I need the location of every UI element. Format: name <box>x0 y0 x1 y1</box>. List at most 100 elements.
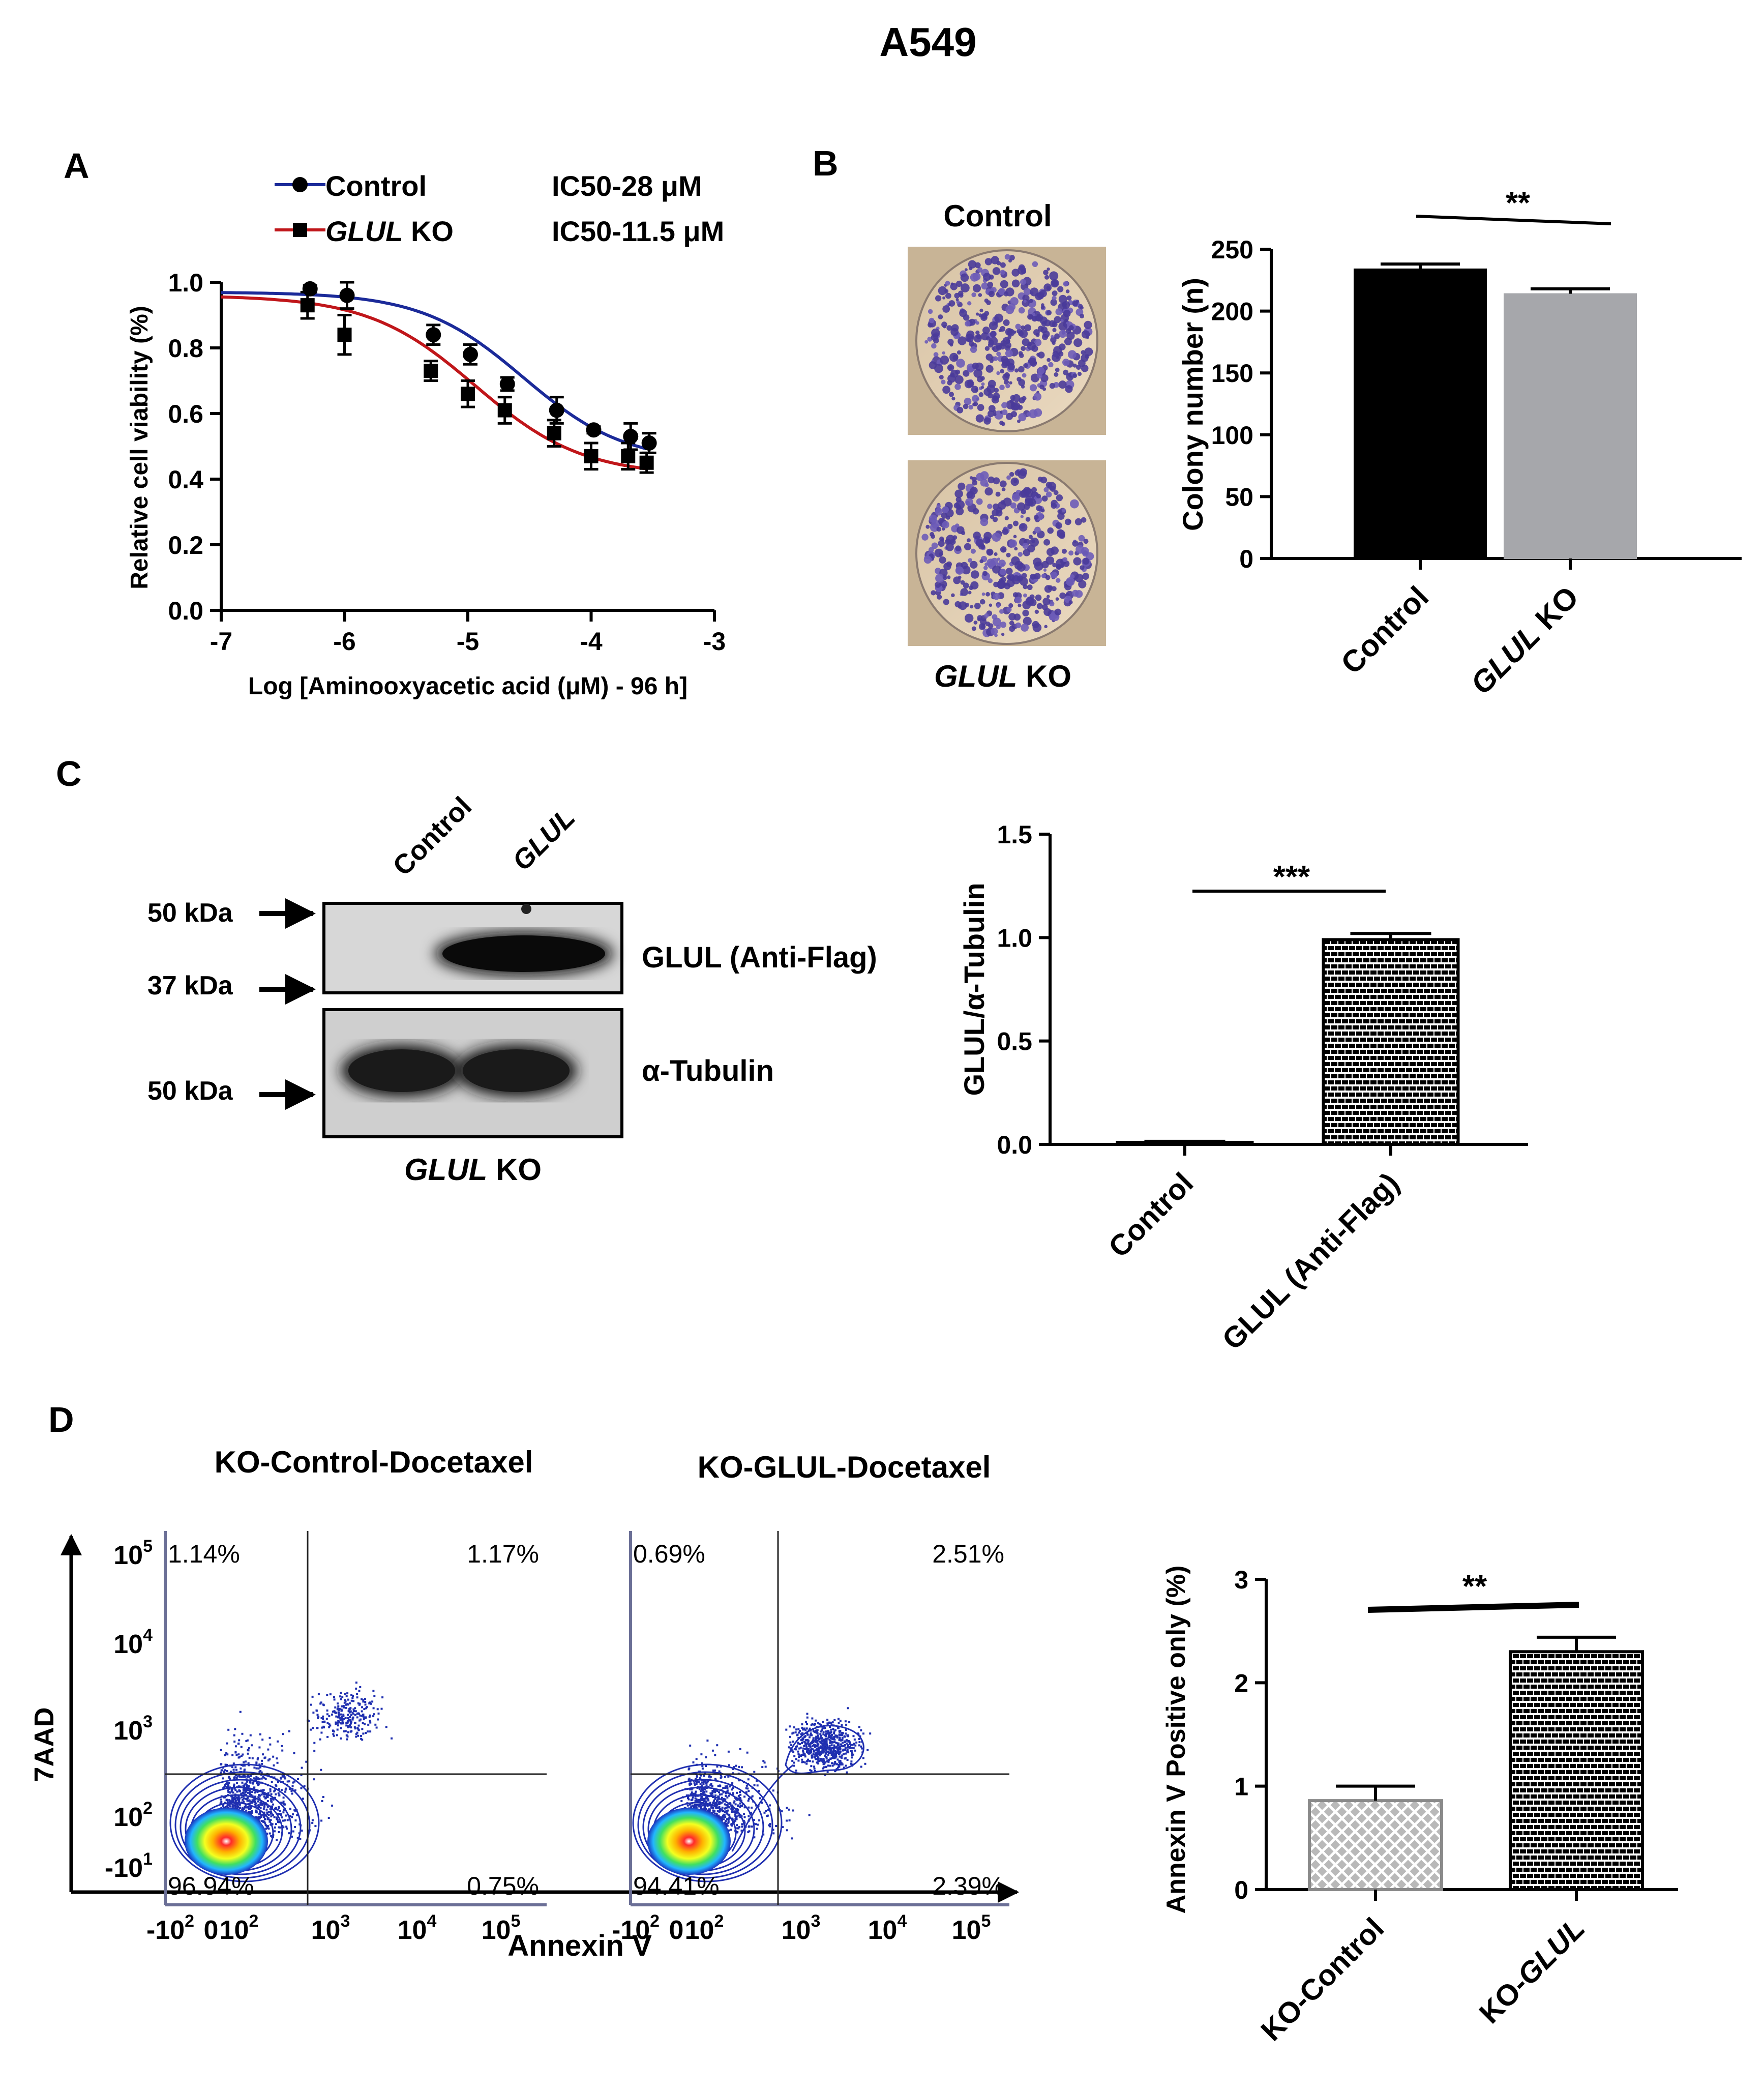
category-label-d: KO-GLUL <box>1473 1911 1591 2030</box>
western-blot-tubulin <box>322 1008 623 1138</box>
y-tick-label-b: 150 <box>1211 359 1253 388</box>
bar-b-0 <box>1354 268 1487 559</box>
quadrant-lr-left: 0.75% <box>467 1872 539 1900</box>
flow-x-tick: 104 <box>398 1911 437 1945</box>
y-tick-label-b: 50 <box>1225 483 1253 511</box>
category-label-c: GLUL (Anti-Flag) <box>1216 1166 1406 1356</box>
point-ko <box>639 455 654 470</box>
point-ko <box>621 449 636 463</box>
fit-curve-control <box>221 291 647 451</box>
flow-x-tick: -102 <box>146 1911 194 1945</box>
point-control <box>641 435 657 451</box>
x-tick-label-a: -4 <box>580 627 603 656</box>
quadrant-ur-right: 2.51% <box>932 1540 1004 1568</box>
panel-d: D KO-Control-Docetaxel KO-GLUL-Docetaxel… <box>29 1400 1678 2047</box>
flow-y-label: 7AAD <box>29 1707 59 1782</box>
bar-c-1 <box>1322 938 1460 1146</box>
dose-response-plot <box>221 281 657 474</box>
y-tick-label-a: 0.8 <box>168 334 203 363</box>
y-axis-label-b: Colony number (n) <box>1177 278 1209 531</box>
point-control <box>549 402 564 418</box>
lane-label-glul: GLUL <box>506 802 581 876</box>
y-tick-label-b: 200 <box>1211 298 1253 326</box>
bars-b <box>1354 262 1637 570</box>
y-axis-label-d: Annexin V Positive only (%) <box>1161 1566 1191 1914</box>
quadrant-ll-left: 96.94% <box>168 1872 254 1900</box>
panel-label-a: A <box>64 146 89 186</box>
x-axis-label-a: Log [Aminooxyacetic acid (μM) - 96 h] <box>248 673 687 700</box>
y-tick-label-b: 100 <box>1211 421 1253 450</box>
legend-label-ko: GLUL KO <box>325 215 454 247</box>
significance-d: ** <box>1462 1569 1487 1604</box>
legend-a: Control IC50-28 μM GLUL KO IC50-11.5 μM <box>275 170 724 247</box>
y-tick-label-a: 1.0 <box>168 269 203 297</box>
legend-marker-control <box>292 177 308 192</box>
y-tick-label-a: 0.0 <box>168 597 203 625</box>
band-label-tubulin: α-Tubulin <box>642 1054 774 1087</box>
colony-dish-ko <box>908 460 1106 646</box>
lane-label-control: Control <box>387 791 477 881</box>
x-tick-label-a: -7 <box>210 627 232 656</box>
bar-d-0 <box>1308 1799 1443 1891</box>
flow-density-core <box>647 1808 731 1875</box>
point-control <box>426 327 441 343</box>
x-tick-label-a: -5 <box>457 627 479 656</box>
flow-x-tick: 105 <box>482 1911 521 1945</box>
band-label-glul: GLUL (Anti-Flag) <box>642 941 877 974</box>
colony-dish-control <box>908 247 1106 435</box>
y-ticks-b: 0 50 100 150 200 250 <box>1211 235 1271 573</box>
point-ko <box>584 449 599 463</box>
dish-label-control: Control <box>943 199 1052 233</box>
significance-line-d <box>1367 1602 1579 1613</box>
significance-line-b <box>1416 215 1611 225</box>
panel-label-c: C <box>56 754 82 793</box>
y-tick-label-b: 250 <box>1211 235 1253 264</box>
flow-x-label: Annexin V <box>507 1929 652 1962</box>
flow-density-core <box>185 1808 268 1875</box>
y-axis-label-a: Relative cell viability (%) <box>126 306 153 590</box>
y-tick-label-d: 0 <box>1234 1876 1248 1904</box>
flow-x-tick: 102 <box>220 1911 259 1945</box>
point-ko <box>461 387 475 401</box>
x-tick-label-a: -3 <box>703 627 726 656</box>
significance-c: *** <box>1273 860 1310 895</box>
point-ko <box>337 328 352 342</box>
blot-caption: GLUL KO <box>404 1153 542 1187</box>
legend-label-control: Control <box>325 170 427 202</box>
legend-marker-ko <box>293 223 307 237</box>
quadrant-ul-right: 0.69% <box>633 1540 705 1568</box>
y-tick-label-b: 0 <box>1239 545 1253 573</box>
point-control <box>623 429 639 445</box>
point-ko <box>547 426 561 440</box>
x-tick-label-a: -6 <box>333 627 355 656</box>
panel-label-d: D <box>48 1400 74 1439</box>
flow-x-tick: 104 <box>868 1911 907 1945</box>
y-tick-label-c: 0.5 <box>997 1027 1032 1056</box>
flow-y-tick: -101 <box>105 1849 153 1883</box>
flow-x-tick: 0 <box>204 1916 219 1945</box>
flow-y-tick: 105 <box>113 1537 153 1570</box>
panel-b: B Control GLUL KO 0 50 100 150 200 250 Colony… <box>813 143 1742 701</box>
y-axis-label-c: GLUL/α-Tubulin <box>958 882 990 1096</box>
point-ko <box>300 298 315 313</box>
category-label-b: GLUL KO <box>1464 580 1585 701</box>
flow-plot-right: 0.69% 2.51% 94.41% 2.39% <box>629 1531 1009 1906</box>
category-label-d: KO-Control <box>1254 1911 1390 2047</box>
marker-50kda-top: 50 kDa <box>147 898 233 928</box>
y-tick-label-c: 0.0 <box>997 1131 1032 1159</box>
quadrant-ul-left: 1.14% <box>168 1540 240 1568</box>
bars-d <box>1308 1635 1644 1901</box>
flow-y-tick: 104 <box>113 1626 153 1659</box>
point-ko <box>497 403 512 418</box>
y-ticks-c: 0.0 0.5 1.0 1.5 <box>997 820 1050 1159</box>
western-blot-glul <box>322 902 623 994</box>
categories-b: Control GLUL KO <box>1334 580 1585 701</box>
flow-x-tick: 105 <box>952 1911 991 1945</box>
x-ticks-a: -7 -6 -5 -4 -3 <box>210 610 726 656</box>
bar-b-1 <box>1504 293 1637 559</box>
significance-b: ** <box>1506 186 1531 221</box>
panel-a: A Control IC50-28 μM GLUL KO IC50-11.5 μ… <box>64 146 726 700</box>
y-ticks-d: 0 1 2 3 <box>1234 1566 1266 1904</box>
quadrant-ur-left: 1.17% <box>467 1540 539 1568</box>
